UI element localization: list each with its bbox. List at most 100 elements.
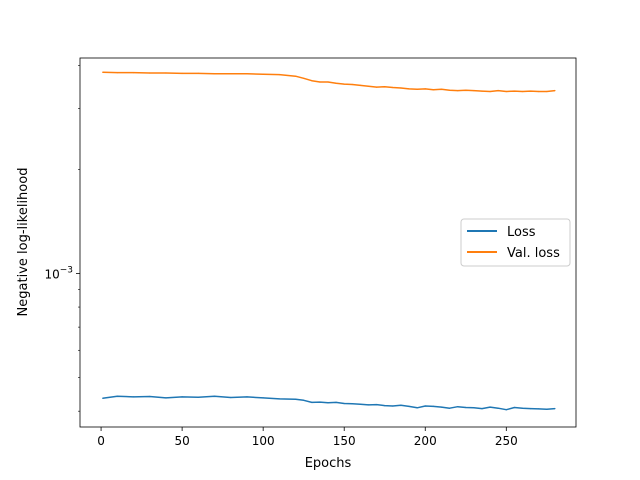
data-point-loss bbox=[554, 408, 556, 410]
data-point-val-loss bbox=[343, 83, 345, 85]
data-point-val-loss bbox=[554, 90, 556, 92]
data-point-loss bbox=[546, 408, 548, 410]
data-point-val-loss bbox=[457, 90, 459, 92]
data-point-loss bbox=[530, 408, 532, 410]
data-point-loss bbox=[376, 404, 378, 406]
data-point-val-loss bbox=[335, 82, 337, 84]
data-point-loss bbox=[424, 405, 426, 407]
data-point-val-loss bbox=[351, 83, 353, 86]
data-point-loss bbox=[311, 401, 313, 403]
data-point-val-loss bbox=[327, 81, 329, 83]
data-point-val-loss bbox=[230, 73, 232, 75]
data-point-val-loss bbox=[481, 90, 483, 92]
series-layer bbox=[102, 71, 556, 411]
data-point-val-loss bbox=[246, 73, 248, 75]
data-point-loss bbox=[416, 407, 418, 409]
data-point-val-loss bbox=[432, 89, 434, 91]
data-point-loss bbox=[440, 406, 443, 408]
data-point-val-loss bbox=[295, 75, 297, 77]
x-axis: 0 50 100 150 200 250 bbox=[97, 427, 518, 448]
legend-label-val-loss: Val. loss bbox=[507, 246, 560, 261]
data-point-loss bbox=[116, 395, 118, 397]
data-point-loss bbox=[449, 407, 451, 409]
data-point-val-loss bbox=[546, 90, 548, 93]
data-point-val-loss bbox=[278, 74, 280, 76]
data-point-loss bbox=[230, 396, 232, 399]
x-tick-label: 100 bbox=[252, 434, 275, 448]
data-point-val-loss bbox=[440, 88, 443, 90]
data-point-loss bbox=[513, 406, 516, 409]
data-point-loss bbox=[473, 407, 475, 409]
data-point-loss bbox=[505, 409, 507, 411]
data-point-val-loss bbox=[116, 72, 118, 74]
data-point-val-loss bbox=[530, 90, 532, 92]
data-point-loss bbox=[521, 407, 524, 409]
data-point-val-loss bbox=[424, 88, 426, 90]
data-point-loss bbox=[262, 397, 264, 399]
data-point-val-loss bbox=[521, 90, 524, 93]
data-point-loss bbox=[538, 408, 540, 410]
data-point-loss bbox=[181, 396, 183, 398]
data-point-val-loss bbox=[497, 90, 499, 92]
data-point-loss bbox=[295, 398, 297, 400]
legend-label-loss: Loss bbox=[507, 225, 536, 240]
data-point-val-loss bbox=[505, 90, 507, 93]
y-tick-label: 10−3 bbox=[44, 266, 73, 282]
y-axis-label: Negative log-likelihood bbox=[16, 168, 31, 317]
data-point-val-loss bbox=[538, 90, 540, 93]
data-point-val-loss bbox=[319, 81, 321, 83]
data-point-val-loss bbox=[359, 84, 361, 86]
data-point-loss bbox=[343, 402, 345, 405]
data-point-val-loss bbox=[213, 73, 216, 75]
x-tick-label: 50 bbox=[174, 434, 189, 448]
data-point-loss bbox=[197, 396, 199, 398]
data-point-val-loss bbox=[449, 89, 451, 91]
data-point-val-loss bbox=[149, 72, 151, 74]
data-point-val-loss bbox=[465, 89, 467, 91]
data-point-val-loss bbox=[376, 86, 378, 88]
data-point-val-loss bbox=[262, 73, 264, 75]
data-point-val-loss bbox=[367, 85, 370, 87]
data-point-loss bbox=[319, 401, 321, 403]
data-point-loss bbox=[303, 399, 305, 401]
data-point-loss bbox=[213, 395, 216, 397]
x-axis-label: Epochs bbox=[305, 456, 352, 471]
data-point-loss bbox=[327, 402, 329, 404]
data-point-val-loss bbox=[197, 72, 199, 74]
y-axis: 10−3 bbox=[44, 65, 80, 412]
data-point-loss bbox=[457, 406, 459, 408]
data-point-val-loss bbox=[132, 72, 135, 74]
data-point-loss bbox=[165, 397, 167, 399]
data-point-loss bbox=[367, 404, 370, 406]
data-point-loss bbox=[497, 407, 499, 409]
data-point-val-loss bbox=[102, 71, 104, 73]
data-point-loss bbox=[392, 405, 394, 407]
x-tick-label: 0 bbox=[97, 434, 105, 448]
data-point-val-loss bbox=[408, 88, 410, 90]
data-point-val-loss bbox=[181, 72, 183, 74]
data-point-val-loss bbox=[392, 86, 394, 89]
data-point-val-loss bbox=[311, 80, 313, 82]
data-point-val-loss bbox=[473, 90, 475, 92]
data-point-loss bbox=[149, 395, 151, 398]
data-point-val-loss bbox=[303, 77, 305, 79]
data-point-loss bbox=[408, 405, 410, 407]
data-point-val-loss bbox=[384, 86, 386, 88]
data-point-val-loss bbox=[513, 90, 516, 92]
data-point-loss bbox=[359, 403, 361, 405]
data-point-val-loss bbox=[165, 72, 167, 74]
x-tick-label: 150 bbox=[333, 434, 356, 448]
data-point-loss bbox=[432, 405, 434, 407]
x-tick-label: 250 bbox=[495, 434, 518, 448]
data-point-loss bbox=[400, 404, 402, 406]
data-point-loss bbox=[465, 406, 467, 409]
axes-frame bbox=[79, 57, 577, 428]
data-point-loss bbox=[132, 396, 135, 398]
data-point-val-loss bbox=[489, 90, 491, 93]
x-tick-label: 200 bbox=[414, 434, 437, 448]
data-point-loss bbox=[335, 401, 337, 403]
data-point-loss bbox=[489, 406, 491, 408]
legend: Loss Val. loss bbox=[460, 218, 571, 267]
data-point-loss bbox=[278, 398, 280, 400]
data-point-loss bbox=[351, 403, 353, 405]
